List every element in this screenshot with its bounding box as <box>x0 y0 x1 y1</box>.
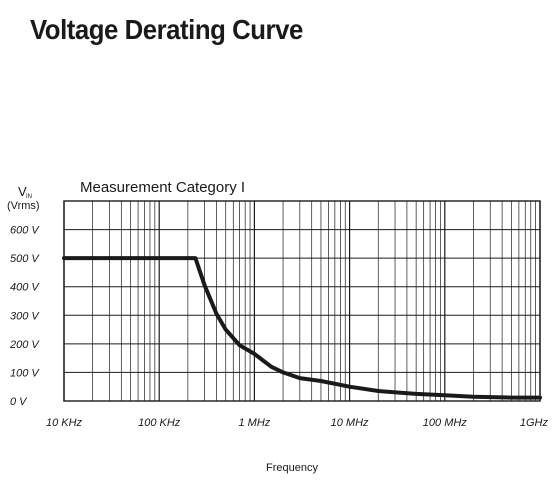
y-tick-label: 600 V <box>10 225 40 237</box>
x-tick-label: 1GHz <box>520 417 549 429</box>
y-tick-label: 400 V <box>10 282 40 294</box>
derating-curve-line <box>62 256 542 400</box>
y-tick-label: 300 V <box>10 310 40 322</box>
x-tick-label: 1 MHz <box>239 417 271 429</box>
y-tick-label: 100 V <box>10 367 40 379</box>
x-axis-label: Frequency <box>266 462 318 474</box>
y-axis-label-main: V <box>18 184 27 199</box>
grid-layer <box>63 200 541 402</box>
plot-frame <box>63 200 541 402</box>
line-layer <box>62 256 542 400</box>
y-tick-label: 200 V <box>9 339 40 351</box>
y-tick-label: 500 V <box>10 253 40 265</box>
y-axis-label-subscript: IN <box>26 194 32 200</box>
axis-layer: 0 V 100 V 200 V 300 V 400 V 500 V 600 V 10 KHz 1… <box>9 200 549 429</box>
chart-title: Voltage Derating Curve <box>30 14 303 45</box>
x-tick-label: 10 KHz <box>46 417 83 429</box>
y-axis-label-unit: (Vrms) <box>7 200 40 212</box>
chart-subtitle: Measurement Category I <box>80 179 245 196</box>
x-tick-label: 100 KHz <box>138 417 181 429</box>
label-layer: Measurement Category I V IN (Vrms) Frequ… <box>7 179 318 474</box>
x-tick-label: 100 MHz <box>423 417 468 429</box>
x-tick-label: 10 MHz <box>331 417 369 429</box>
y-tick-label: 0 V <box>10 396 28 408</box>
